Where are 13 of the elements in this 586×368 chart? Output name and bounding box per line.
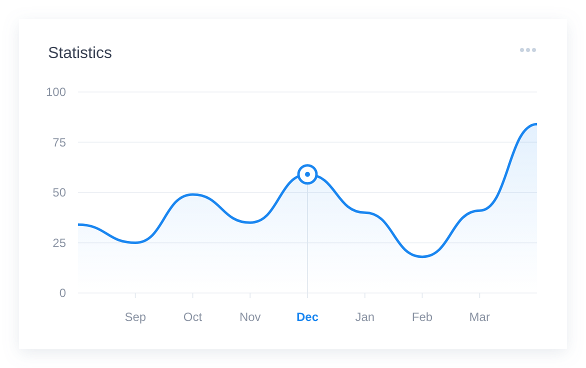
chart-title: Statistics — [48, 45, 112, 62]
x-tick-label: Mar — [469, 310, 490, 324]
x-tick-label: Nov — [239, 310, 261, 324]
x-tick-label: Dec — [296, 310, 319, 324]
y-tick-label: 75 — [52, 135, 66, 150]
x-tick-label: Sep — [124, 310, 146, 324]
y-tick-label: 50 — [52, 186, 66, 200]
x-tick-label: Feb — [412, 310, 433, 324]
y-tick-label: 100 — [46, 85, 66, 100]
x-tick-label: Oct — [183, 310, 203, 324]
y-tick-label: 0 — [59, 286, 66, 300]
x-tick-label: Jan — [355, 310, 375, 324]
y-tick-label: 25 — [52, 236, 66, 250]
